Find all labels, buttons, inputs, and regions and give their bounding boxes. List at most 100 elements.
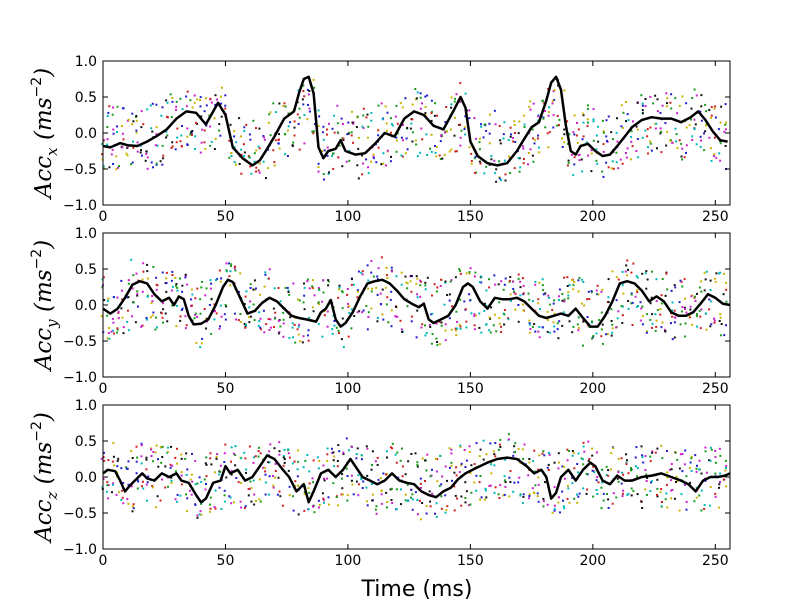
sample-point — [121, 132, 124, 135]
sample-point — [632, 489, 635, 492]
sample-point — [406, 499, 409, 502]
sample-point — [205, 475, 208, 478]
sample-point — [499, 142, 502, 145]
sample-point — [371, 450, 374, 453]
sample-point — [224, 318, 227, 321]
sample-point — [424, 480, 426, 482]
sample-point — [302, 103, 305, 106]
sample-point — [634, 456, 637, 459]
sample-point — [259, 326, 262, 329]
sample-point — [120, 307, 123, 310]
sample-point — [372, 157, 375, 160]
sample-point — [283, 461, 286, 464]
sample-point — [627, 119, 630, 122]
sample-point — [468, 451, 471, 453]
sample-point — [547, 146, 550, 149]
sample-point — [709, 486, 712, 489]
sample-point — [572, 325, 575, 328]
sample-point — [100, 315, 103, 318]
sample-point — [523, 123, 526, 126]
sample-point — [294, 341, 297, 344]
sample-point — [220, 115, 223, 118]
sample-point — [718, 483, 721, 486]
sample-point — [528, 322, 531, 325]
sample-point — [195, 121, 197, 124]
sample-point — [635, 305, 638, 308]
sample-point — [616, 117, 618, 120]
sample-point — [184, 315, 187, 318]
sample-point — [469, 267, 472, 270]
sample-point — [546, 466, 549, 469]
sample-point — [323, 501, 325, 504]
sample-point — [606, 333, 609, 336]
sample-point — [527, 474, 530, 477]
sample-point — [175, 108, 177, 111]
sample-point — [577, 279, 580, 282]
sample-point — [426, 453, 429, 456]
sample-point — [705, 471, 708, 474]
sample-point — [372, 493, 374, 496]
sample-point — [289, 316, 292, 319]
sample-point — [577, 128, 580, 131]
sample-point — [644, 272, 647, 275]
sample-point — [409, 127, 412, 130]
sample-point — [696, 325, 699, 328]
sample-point — [318, 460, 321, 462]
sample-point — [150, 447, 152, 450]
sample-point — [610, 167, 613, 170]
sample-point — [189, 99, 192, 102]
sample-point — [145, 317, 148, 319]
sample-point — [718, 320, 721, 322]
sample-point — [649, 126, 652, 129]
sample-point — [693, 296, 696, 299]
sample-point — [488, 142, 491, 145]
sample-point — [542, 293, 545, 296]
sample-point — [419, 92, 422, 95]
sample-point — [464, 92, 467, 95]
sample-point — [573, 156, 576, 159]
sample-point — [666, 476, 669, 479]
sample-point — [493, 274, 496, 277]
sample-point — [194, 483, 197, 486]
sample-point — [641, 454, 644, 457]
sample-point — [180, 134, 183, 137]
sample-point — [248, 306, 251, 309]
sample-point — [255, 149, 258, 152]
sample-point — [537, 134, 540, 137]
sample-point — [306, 454, 309, 456]
sample-point — [253, 152, 256, 155]
sample-point — [112, 296, 115, 298]
sample-point — [328, 171, 330, 174]
sample-point — [346, 288, 349, 290]
sample-point — [468, 504, 470, 507]
sample-point — [592, 465, 595, 468]
sample-point — [106, 481, 109, 484]
sample-point — [317, 125, 320, 127]
sample-point — [199, 99, 201, 101]
sample-point — [297, 325, 300, 328]
sample-point — [283, 458, 286, 461]
sample-point — [485, 289, 488, 292]
sample-point — [381, 118, 384, 121]
sample-point — [440, 278, 443, 281]
sample-point — [695, 486, 698, 489]
sample-point — [140, 455, 143, 458]
sample-point — [416, 465, 419, 468]
sample-point — [141, 324, 144, 327]
sample-point — [494, 442, 497, 444]
sample-point — [488, 132, 491, 135]
sample-point — [710, 323, 713, 326]
sample-point — [174, 276, 177, 279]
sample-point — [673, 336, 676, 339]
sample-point — [216, 453, 219, 456]
sample-point — [561, 465, 564, 468]
sample-point — [453, 100, 456, 103]
mean-line-acc-z — [102, 454, 731, 504]
sample-point — [582, 487, 585, 490]
sample-point — [360, 454, 363, 457]
sample-point — [200, 115, 203, 118]
sample-point — [444, 121, 447, 123]
sample-point — [659, 491, 662, 494]
sample-point — [312, 481, 315, 484]
sample-point — [126, 296, 129, 299]
